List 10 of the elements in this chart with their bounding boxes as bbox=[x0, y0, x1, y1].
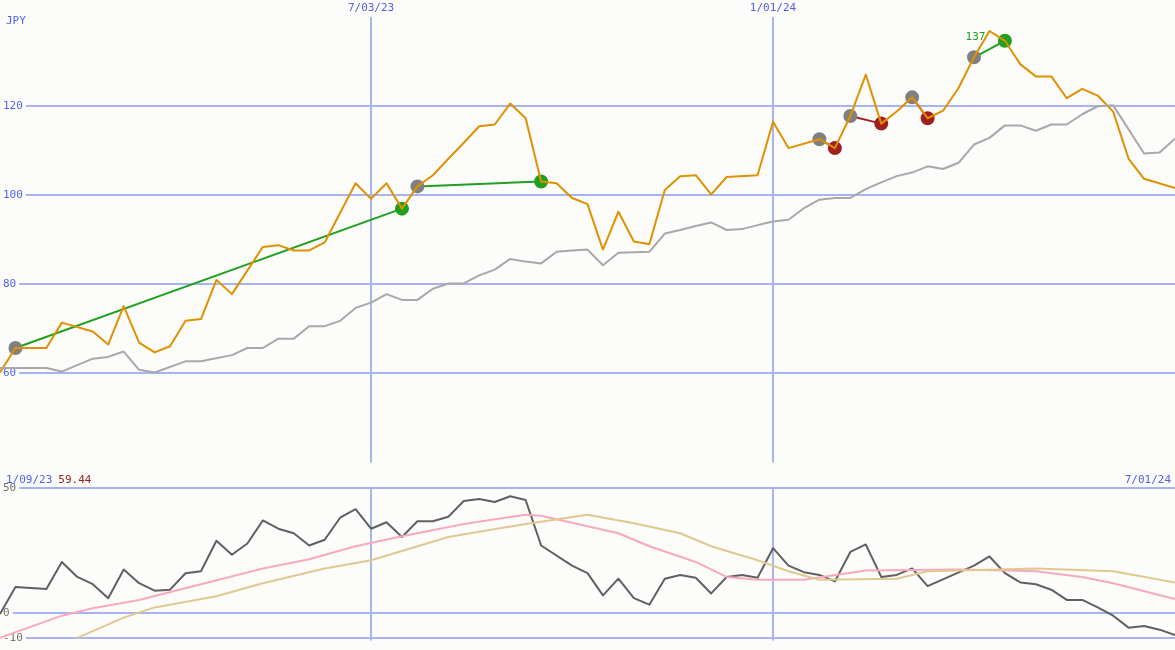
y-tick-label: 80 bbox=[3, 277, 17, 291]
y-axis-title: JPY bbox=[6, 14, 27, 28]
text: 59.44 bbox=[58, 472, 92, 486]
y-tick-label: 0 bbox=[3, 605, 10, 619]
text: 7/01/24 bbox=[1124, 472, 1172, 486]
x-tick-label: 7/03/23 bbox=[347, 1, 395, 15]
x-tick-label: 1/01/24 bbox=[749, 1, 797, 15]
annotation: 137 bbox=[965, 29, 986, 43]
y-tick-label: 100 bbox=[3, 188, 23, 202]
y-tick-label: 120 bbox=[3, 99, 23, 113]
